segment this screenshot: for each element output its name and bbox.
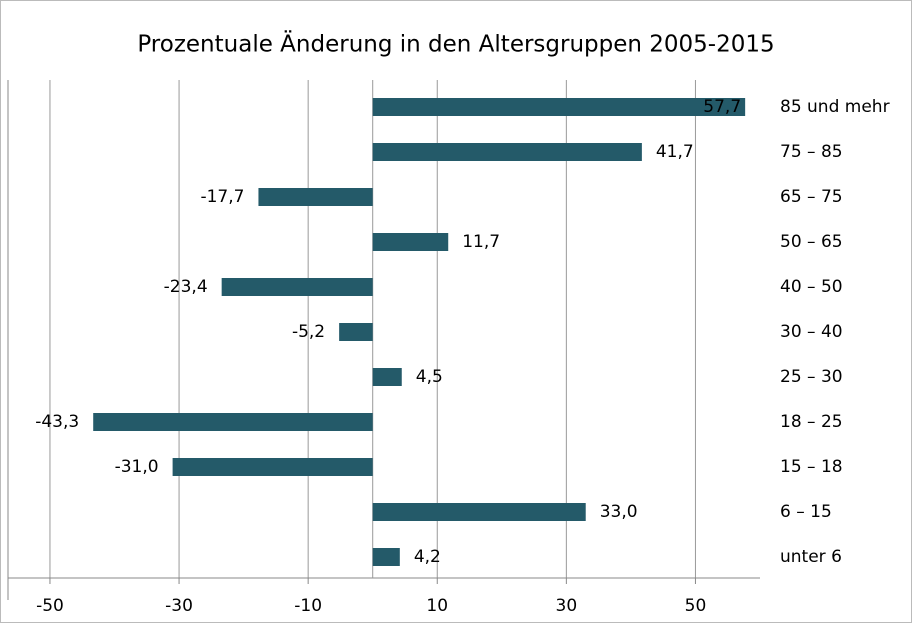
value-label: 33,0 xyxy=(600,502,638,522)
value-label: 57,7 xyxy=(703,97,741,117)
value-label: 4,5 xyxy=(416,367,443,387)
x-tick-label: 50 xyxy=(685,596,707,616)
value-label: -17,7 xyxy=(200,187,244,207)
bar xyxy=(372,143,642,161)
bar xyxy=(339,323,373,341)
bar xyxy=(372,548,400,566)
x-tick-label: 30 xyxy=(556,596,578,616)
x-tick-label: -50 xyxy=(36,596,64,616)
x-tick-label: -10 xyxy=(294,596,322,616)
value-label: 11,7 xyxy=(462,232,500,252)
value-label: 4,2 xyxy=(414,547,441,567)
bar xyxy=(372,503,586,521)
category-label: 30 – 40 xyxy=(780,322,843,342)
category-label: 50 – 65 xyxy=(780,232,843,252)
chart-title: Prozentuale Änderung in den Altersgruppe… xyxy=(137,30,774,58)
category-label: 65 – 75 xyxy=(780,187,843,207)
value-label: -5,2 xyxy=(292,322,325,342)
value-label: -43,3 xyxy=(35,412,79,432)
category-label: 40 – 50 xyxy=(780,277,843,297)
bar xyxy=(93,413,373,431)
bar xyxy=(372,98,746,116)
bar xyxy=(372,233,449,251)
category-label: 25 – 30 xyxy=(780,367,843,387)
bar xyxy=(172,458,373,476)
value-label: -31,0 xyxy=(115,457,159,477)
category-label: 75 – 85 xyxy=(780,142,843,162)
bar xyxy=(258,188,373,206)
category-label: 15 – 18 xyxy=(780,457,843,477)
category-label: 6 – 15 xyxy=(780,502,832,522)
category-label: 85 und mehr xyxy=(780,97,890,117)
category-label: 18 – 25 xyxy=(780,412,843,432)
category-label: unter 6 xyxy=(780,547,842,567)
bar xyxy=(372,368,402,386)
value-label: 41,7 xyxy=(656,142,694,162)
bar xyxy=(221,278,373,296)
x-tick-label: 10 xyxy=(426,596,448,616)
x-tick-label: -30 xyxy=(165,596,193,616)
value-label: -23,4 xyxy=(164,277,208,297)
